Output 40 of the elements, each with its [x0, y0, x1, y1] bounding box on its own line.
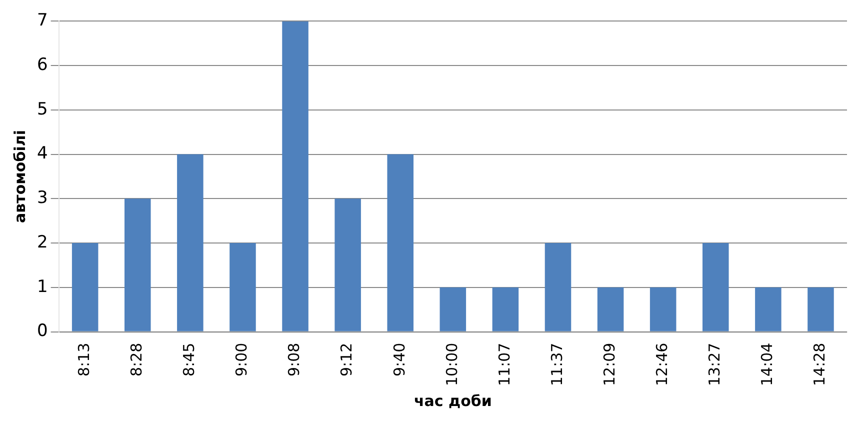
y-tick-label: 4 — [36, 144, 48, 164]
y-tick-label: 0 — [36, 321, 48, 342]
x-tick-label: 9:12 — [338, 342, 356, 376]
y-tick-label: 1 — [36, 276, 48, 297]
bar — [755, 287, 782, 332]
bar — [440, 287, 466, 332]
x-tick-label: 12:09 — [600, 342, 618, 386]
x-tick-label: 12:46 — [652, 342, 671, 386]
bar — [124, 198, 151, 332]
bar — [334, 198, 361, 332]
x-tick-label: 14:28 — [810, 342, 829, 386]
y-tick-label: 2 — [36, 232, 48, 252]
bar — [72, 243, 98, 332]
bar — [492, 287, 519, 332]
x-tick-label: 8:28 — [128, 342, 146, 376]
bar — [650, 287, 676, 332]
x-tick-label: 11:37 — [548, 342, 566, 386]
bar — [282, 21, 308, 332]
x-tick-label: 9:40 — [390, 342, 408, 376]
y-tick-label: 3 — [36, 188, 48, 208]
y-tick-label: 6 — [36, 54, 48, 75]
bar — [544, 243, 572, 332]
x-tick-label: 8:45 — [180, 342, 198, 376]
x-tick-label: 11:07 — [495, 342, 514, 386]
bar — [702, 243, 729, 332]
bar — [177, 154, 204, 332]
x-tick-label: 9:00 — [232, 342, 251, 376]
bar — [387, 154, 414, 332]
bar — [597, 287, 624, 332]
x-tick-label: 14:04 — [758, 342, 776, 386]
x-tick-label: 9:08 — [285, 342, 304, 376]
y-axis-title: автомобілі — [10, 130, 29, 223]
y-tick-label: 7 — [36, 10, 48, 31]
y-tick-label: 5 — [36, 99, 48, 120]
x-tick-label: 8:13 — [74, 342, 93, 376]
x-tick-label: 10:00 — [442, 342, 461, 386]
bar — [230, 243, 256, 332]
x-tick-label: 13:27 — [706, 342, 724, 386]
x-axis-title: час доби — [414, 392, 492, 410]
bar — [808, 287, 834, 332]
